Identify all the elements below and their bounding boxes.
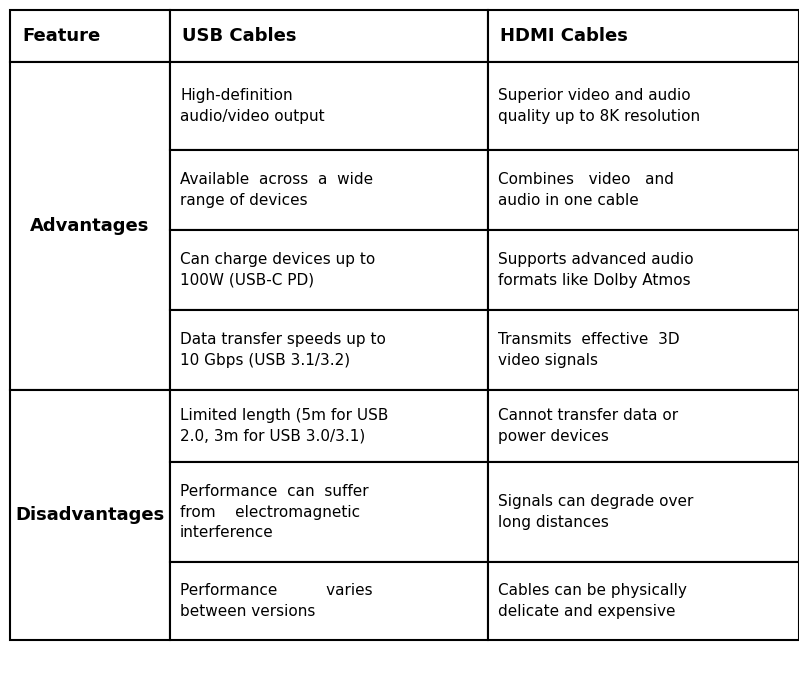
Bar	[488, 62, 799, 150]
Text: Available  across  a  wide
range of devices: Available across a wide range of devices	[180, 172, 373, 208]
Bar	[170, 10, 488, 62]
Text: Disadvantages: Disadvantages	[15, 506, 165, 524]
Text: Cables can be physically
delicate and expensive: Cables can be physically delicate and ex…	[498, 583, 687, 619]
Text: Combines   video   and
audio in one cable: Combines video and audio in one cable	[498, 172, 674, 208]
Bar	[170, 230, 488, 310]
Bar	[170, 462, 488, 562]
Text: Performance  can  suffer
from    electromagnetic
interference: Performance can suffer from electromagne…	[180, 484, 368, 540]
Bar	[170, 150, 488, 230]
Bar	[10, 10, 170, 62]
Bar	[488, 150, 799, 230]
Text: Data transfer speeds up to
10 Gbps (USB 3.1/3.2): Data transfer speeds up to 10 Gbps (USB …	[180, 332, 386, 368]
Text: High-definition
audio/video output: High-definition audio/video output	[180, 88, 324, 123]
Bar	[488, 10, 799, 62]
Bar	[488, 310, 799, 390]
Bar	[488, 390, 799, 462]
Text: Limited length (5m for USB
2.0, 3m for USB 3.0/3.1): Limited length (5m for USB 2.0, 3m for U…	[180, 408, 388, 444]
Bar	[10, 390, 170, 640]
Bar	[170, 62, 488, 150]
Bar	[488, 562, 799, 640]
Text: Superior video and audio
quality up to 8K resolution: Superior video and audio quality up to 8…	[498, 88, 700, 123]
Bar	[170, 310, 488, 390]
Bar	[170, 562, 488, 640]
Text: Can charge devices up to
100W (USB-C PD): Can charge devices up to 100W (USB-C PD)	[180, 252, 376, 287]
Text: HDMI Cables: HDMI Cables	[500, 27, 628, 45]
Text: USB Cables: USB Cables	[182, 27, 296, 45]
Text: Transmits  effective  3D
video signals: Transmits effective 3D video signals	[498, 332, 680, 368]
Bar	[488, 230, 799, 310]
Text: Feature: Feature	[22, 27, 100, 45]
Text: Cannot transfer data or
power devices: Cannot transfer data or power devices	[498, 408, 678, 444]
Bar	[488, 462, 799, 562]
Bar	[10, 62, 170, 390]
Text: Supports advanced audio
formats like Dolby Atmos: Supports advanced audio formats like Dol…	[498, 252, 694, 287]
Text: Performance          varies
between versions: Performance varies between versions	[180, 583, 372, 619]
Bar	[170, 390, 488, 462]
Text: Advantages: Advantages	[30, 217, 149, 235]
Text: Signals can degrade over
long distances: Signals can degrade over long distances	[498, 495, 694, 530]
